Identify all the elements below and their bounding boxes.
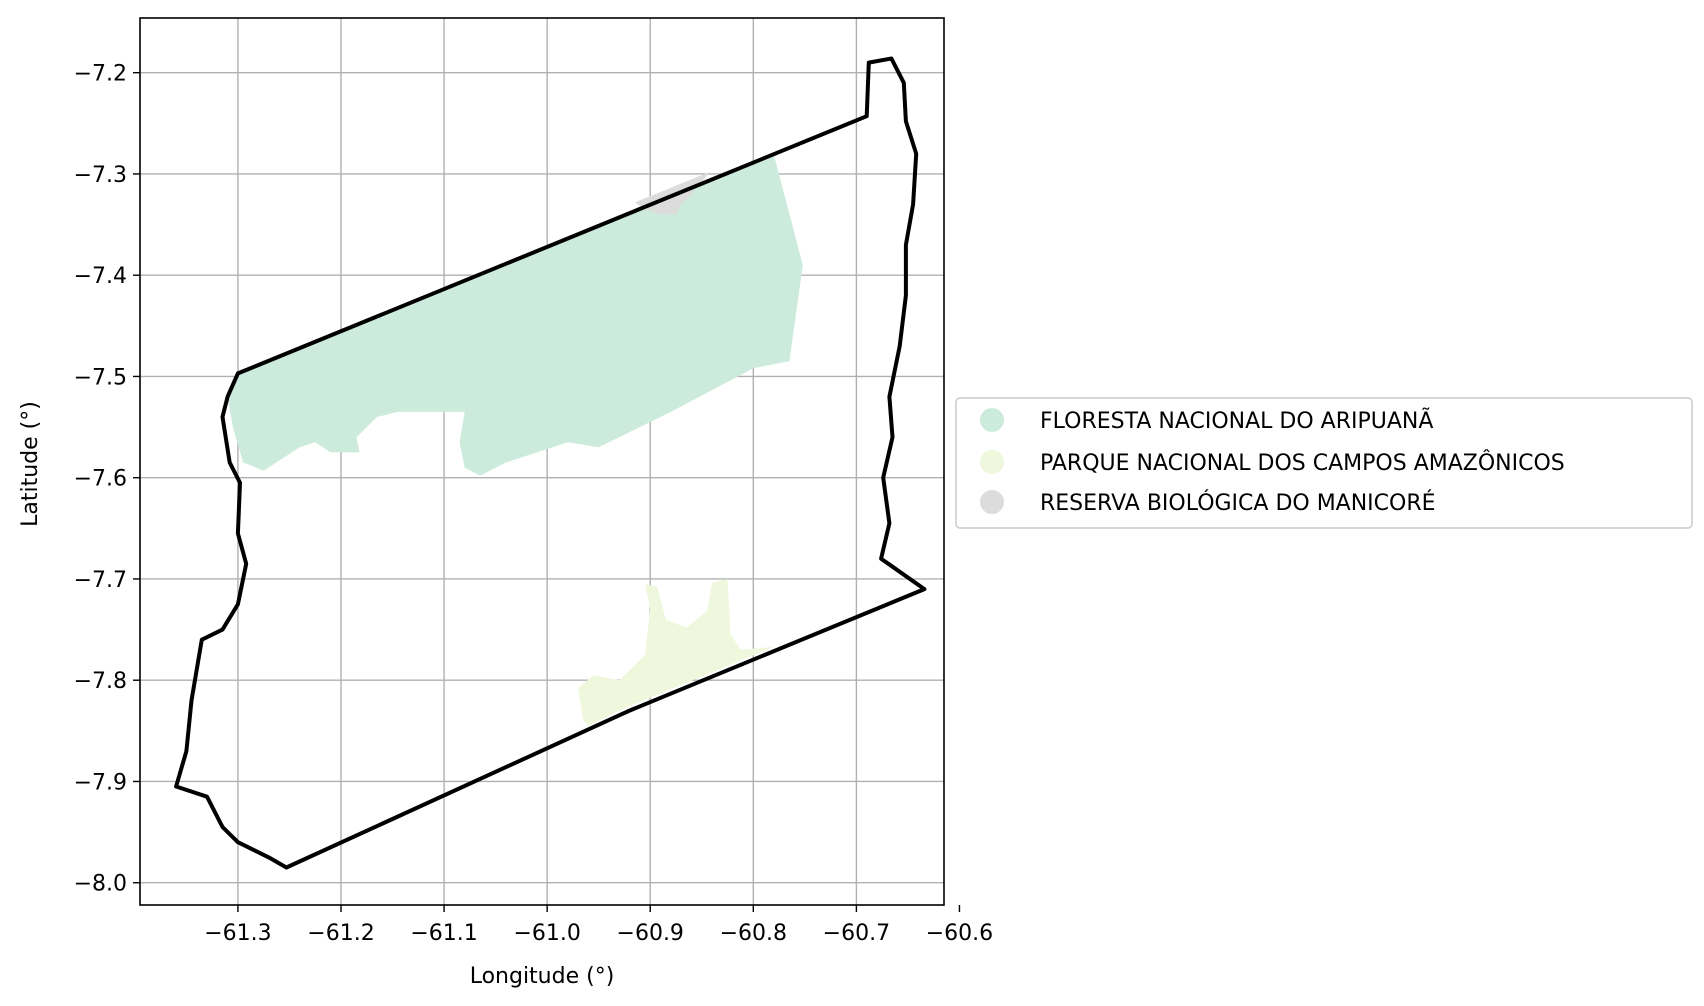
x-tick-label: −60.9 — [617, 921, 684, 946]
legend-swatch-floresta-nacional-do-aripuana — [980, 408, 1004, 432]
y-axis-ticks: −7.2 −7.3 −7.4 −7.5 −7.6 −7.7 −7.8 −7.9 −8.0 — [74, 62, 140, 897]
x-axis-title: Longitude (°) — [470, 964, 615, 989]
x-axis-ticks: −61.3 −61.2 −61.1 −61.0 −60.9 −60.8 −60.7 −60.6 — [204, 905, 993, 946]
legend-swatch-parque-nacional-dos-campos-amazonicos — [980, 450, 1004, 474]
boundary-outline — [176, 59, 924, 868]
legend-label-floresta-nacional-do-aripuana: FLORESTA NACIONAL DO ARIPUANÃ — [1040, 407, 1433, 434]
y-tick-label: −7.4 — [74, 264, 127, 289]
y-tick-label: −7.5 — [74, 365, 127, 390]
y-tick-label: −7.7 — [74, 568, 127, 593]
x-tick-label: −60.7 — [823, 921, 890, 946]
y-axis-title: Latitude (°) — [18, 401, 43, 527]
x-tick-label: −60.6 — [926, 921, 993, 946]
x-tick-label: −61.2 — [307, 921, 374, 946]
x-tick-label: −60.8 — [720, 921, 787, 946]
legend: FLORESTA NACIONAL DO ARIPUANÃ PARQUE NACI… — [956, 398, 1692, 528]
legend-label-parque-nacional-dos-campos-amazonicos: PARQUE NACIONAL DOS CAMPOS AMAZÔNICOS — [1040, 450, 1565, 476]
legend-label-reserva-biologica-do-manicore: RESERVA BIOLÓGICA DO MANICORÉ — [1040, 490, 1436, 516]
boundary-line — [176, 59, 924, 868]
x-tick-label: −61.3 — [204, 921, 271, 946]
y-tick-label: −8.0 — [74, 872, 127, 897]
protected-areas — [228, 155, 803, 726]
y-tick-label: −7.6 — [74, 467, 127, 492]
legend-swatch-reserva-biologica-do-manicore — [980, 490, 1004, 514]
x-tick-label: −61.1 — [410, 921, 477, 946]
y-tick-label: −7.3 — [74, 163, 127, 188]
area-parque-nacional-dos-campos-amazonicos — [578, 579, 774, 726]
y-tick-label: −7.2 — [74, 62, 127, 87]
x-tick-label: −61.0 — [513, 921, 580, 946]
y-tick-label: −7.9 — [74, 770, 127, 795]
area-floresta-nacional-do-aripuana — [228, 155, 803, 476]
y-tick-label: −7.8 — [74, 669, 127, 694]
